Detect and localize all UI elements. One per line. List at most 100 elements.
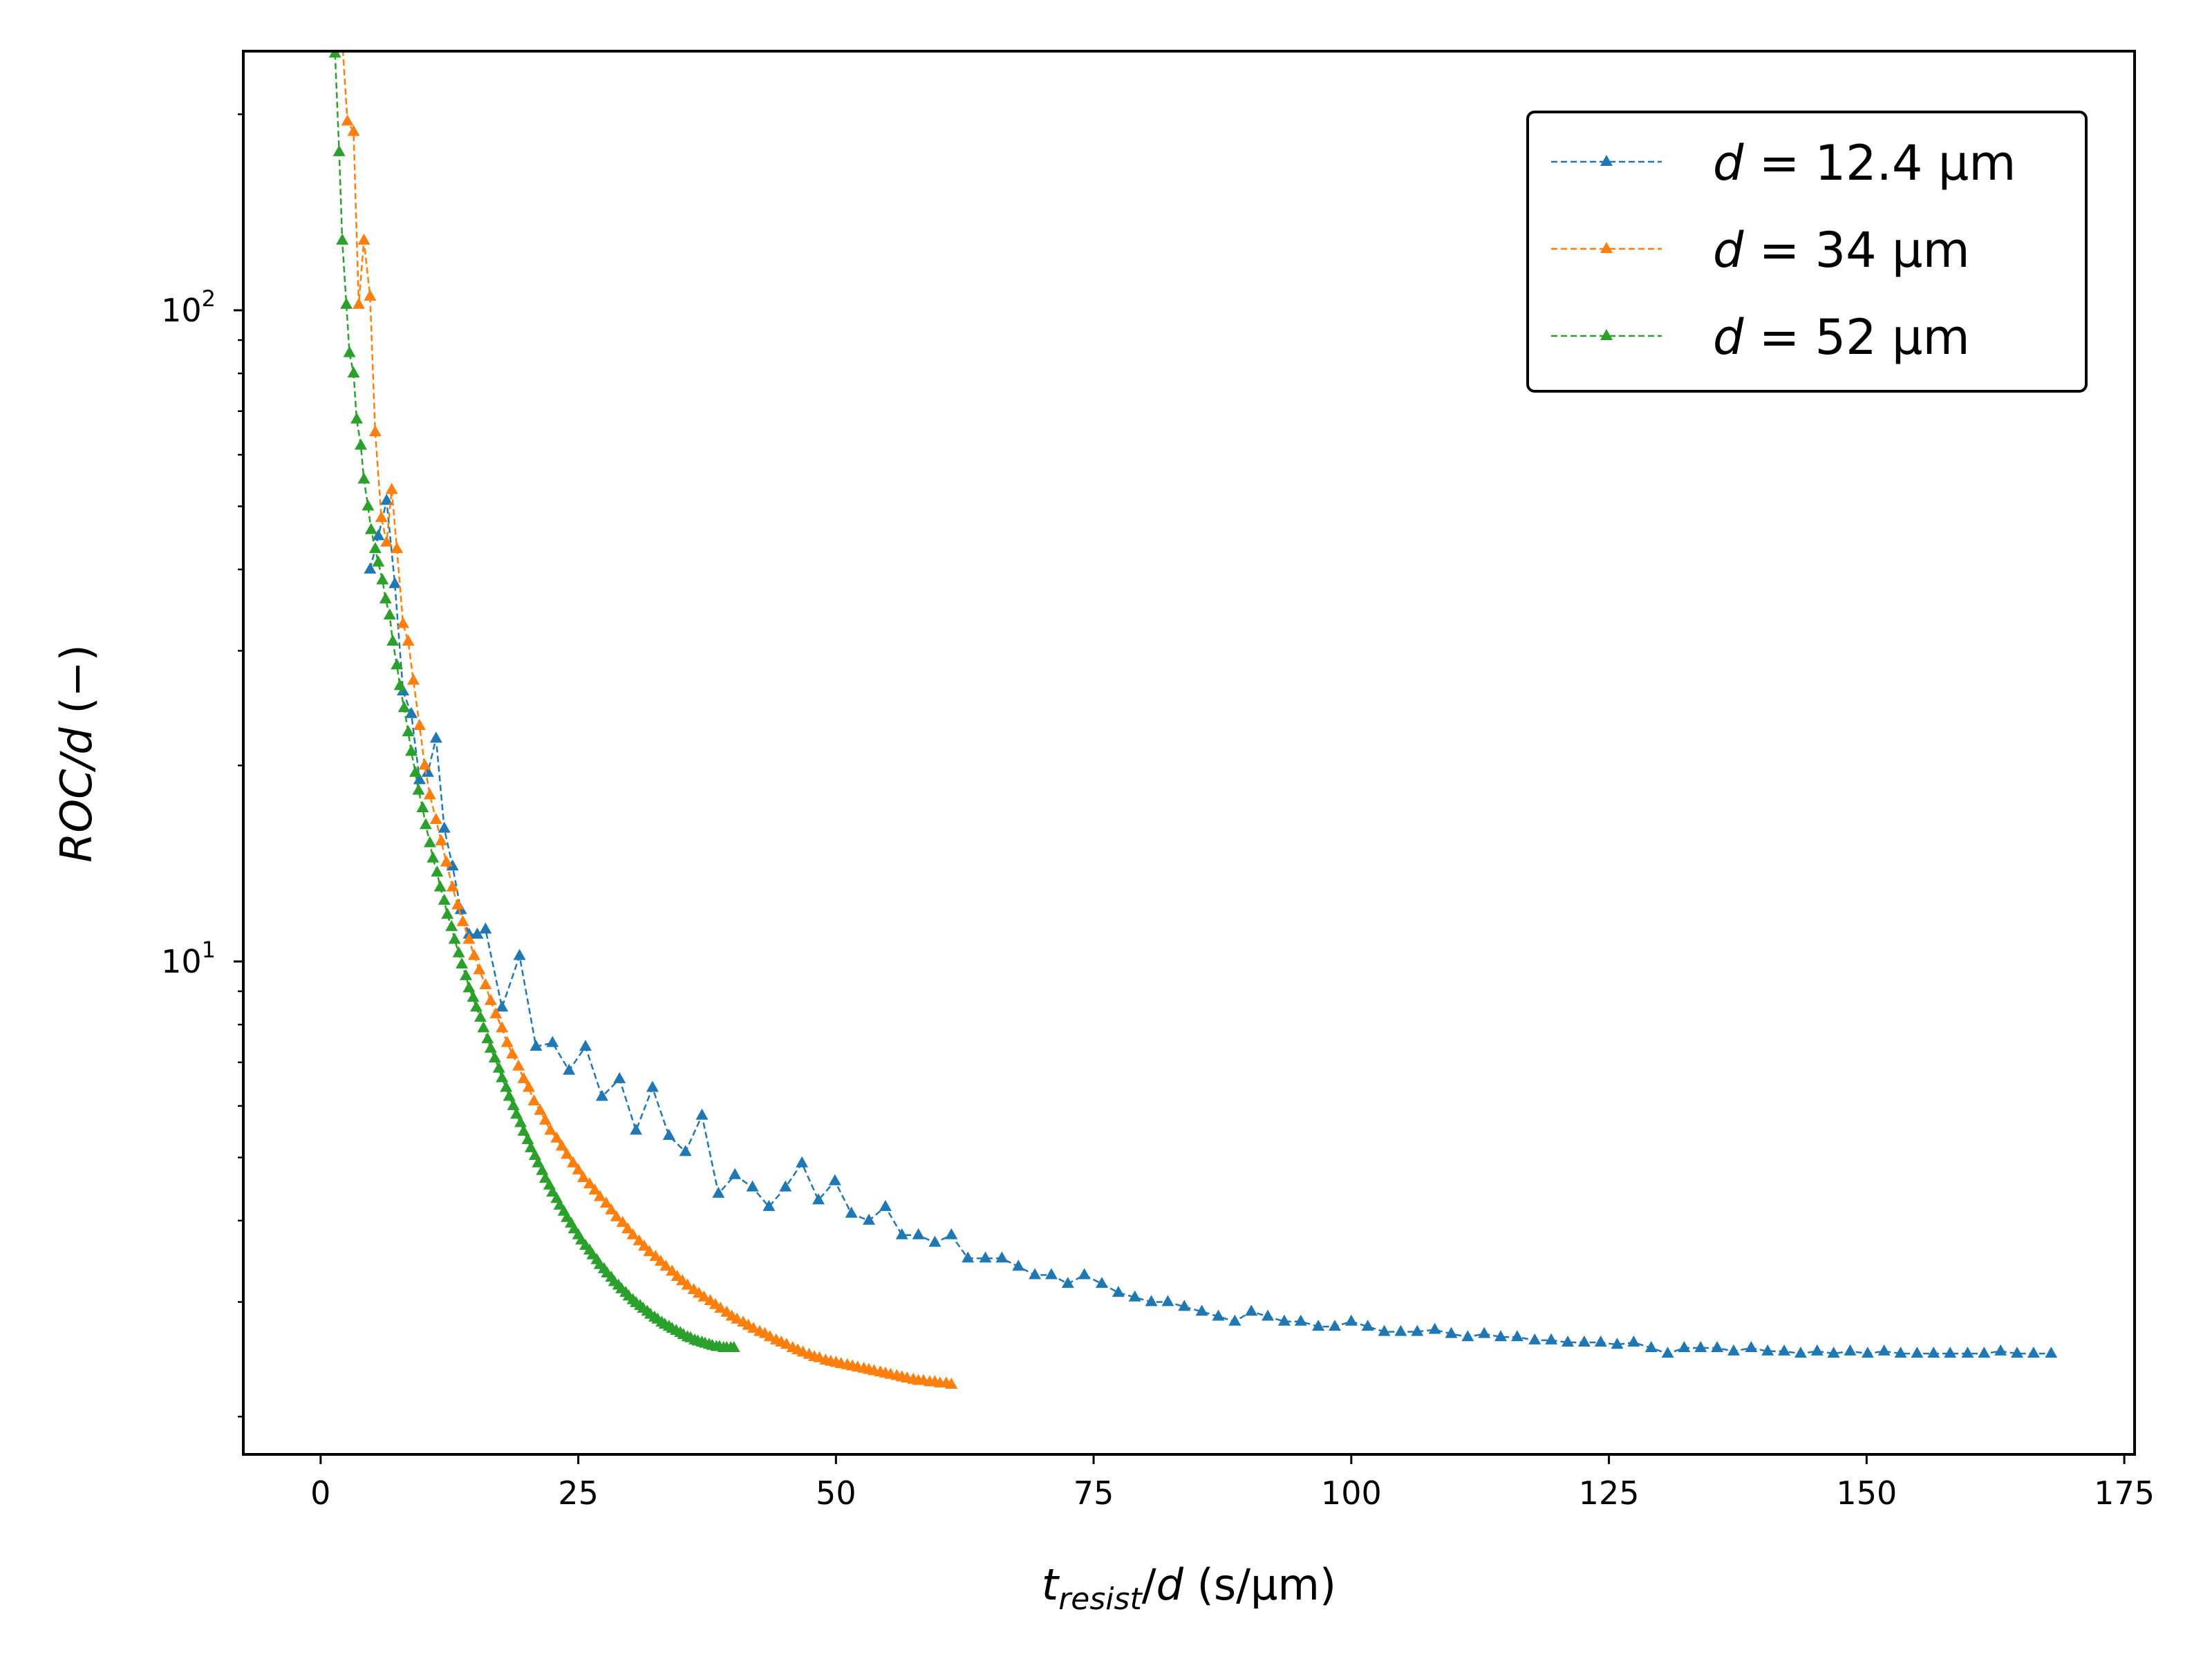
data-point [423, 836, 436, 847]
data-point [418, 758, 431, 770]
data-point [1078, 1268, 1091, 1280]
data-point [1761, 1344, 1774, 1356]
data-point [1096, 1277, 1109, 1288]
data-point [527, 1094, 541, 1106]
data-point [407, 673, 420, 685]
data-point [1029, 1268, 1042, 1280]
data-point [532, 1156, 545, 1168]
data-point [402, 635, 415, 646]
data-point [336, 233, 349, 245]
data-point [654, 1255, 667, 1266]
legend-swatch-marker [1600, 242, 1613, 253]
x-tick-label: 0 [310, 1474, 330, 1512]
legend: d = 12.4 µm d = 34 µm d = 52 µm [1526, 111, 2088, 393]
data-point [1894, 1347, 1907, 1358]
data-point [1944, 1347, 1957, 1358]
data-point [517, 1071, 530, 1083]
legend-item-3: d = 52 µm [1551, 309, 1970, 366]
data-point [1128, 1290, 1141, 1302]
data-point [572, 1163, 585, 1174]
data-point [409, 765, 422, 777]
x-tick-label: 25 [558, 1474, 599, 1512]
data-point [375, 511, 388, 523]
data-point [429, 813, 442, 825]
data-point [1778, 1344, 1791, 1356]
x-tick-label: 125 [1579, 1474, 1640, 1512]
data-point [828, 1174, 841, 1185]
data-point [362, 499, 375, 511]
data-point [610, 1210, 623, 1221]
data-point [538, 1113, 552, 1125]
data-point [1012, 1259, 1025, 1271]
data-point [646, 1080, 659, 1092]
data-point [1644, 1340, 1658, 1352]
data-point [747, 1322, 760, 1333]
data-point [1594, 1335, 1607, 1347]
data-point [630, 1123, 643, 1135]
data-point [697, 1290, 711, 1302]
legend-label: d = 52 µm [1713, 309, 1970, 366]
data-point [364, 523, 377, 534]
x-tick-label: 100 [1321, 1474, 1382, 1512]
plot-frame [242, 50, 2136, 1456]
data-point [448, 932, 461, 944]
data-point [679, 1145, 692, 1156]
data-point [577, 1171, 590, 1183]
data-point [368, 542, 382, 554]
data-point [616, 1215, 629, 1227]
data-point [484, 993, 497, 1005]
data-point [979, 1251, 992, 1263]
data-point [1245, 1304, 1258, 1316]
data-point [368, 425, 382, 437]
data-point [1745, 1340, 1758, 1352]
data-point [1161, 1295, 1174, 1306]
data-point [488, 1051, 501, 1063]
data-point [524, 1141, 537, 1152]
data-point [563, 1063, 576, 1075]
data-point [2011, 1347, 2024, 1358]
data-point [438, 821, 451, 833]
data-point [550, 1131, 563, 1143]
data-point [895, 1228, 908, 1239]
data-point [863, 1213, 876, 1225]
data-point [879, 1199, 892, 1211]
data-point [500, 1035, 514, 1047]
data-point [473, 963, 486, 975]
data-point [512, 1059, 525, 1071]
data-point [364, 289, 377, 301]
data-point [452, 946, 465, 957]
data-point [712, 1186, 725, 1198]
data-point [438, 893, 451, 905]
data-point [796, 1156, 809, 1168]
data-point [1394, 1324, 1407, 1336]
data-point [380, 494, 393, 505]
data-point [385, 482, 398, 494]
data-point [583, 1177, 596, 1189]
data-point [812, 1193, 825, 1205]
data-point [643, 1245, 656, 1257]
data-point [354, 438, 367, 450]
axis-layer: 0 25 50 75 100 125 150 175 101 102 [161, 113, 2155, 1512]
data-point [347, 124, 360, 136]
series-layer [328, 51, 2058, 1389]
data-point [372, 555, 385, 567]
data-point [579, 1040, 592, 1051]
data-point [727, 1340, 740, 1352]
data-point [595, 1089, 608, 1101]
data-point [1312, 1320, 1325, 1331]
data-point [1262, 1309, 1275, 1321]
data-point [1112, 1286, 1125, 1297]
data-point [649, 1250, 662, 1262]
legend-item-1: d = 12.4 µm [1551, 135, 2016, 191]
data-point [1212, 1309, 1225, 1321]
data-point [419, 818, 432, 830]
data-point [1577, 1335, 1591, 1347]
data-point [347, 366, 360, 378]
data-point [332, 144, 346, 156]
data-point [1911, 1347, 1924, 1358]
data-point [928, 1235, 941, 1247]
data-point [405, 744, 418, 756]
data-point [350, 412, 364, 424]
